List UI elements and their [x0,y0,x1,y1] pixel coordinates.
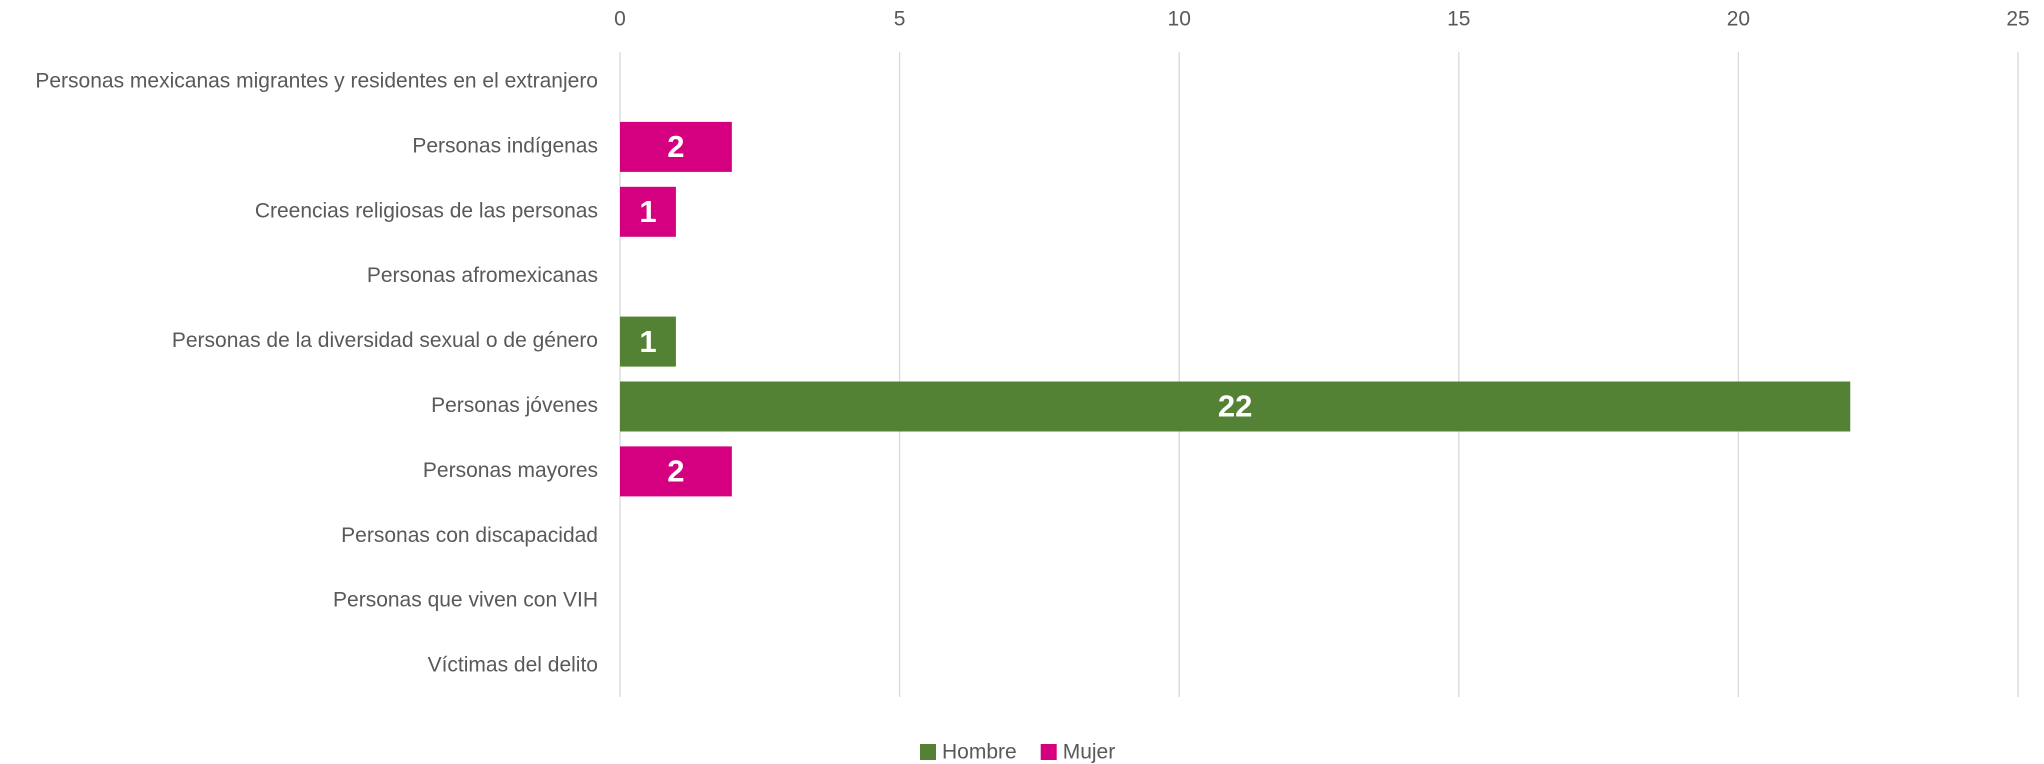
bar [620,381,1851,432]
legend-swatch [920,744,936,760]
x-tick-label: 10 [1168,8,1191,31]
y-tick-label: Personas con discapacidad [341,524,598,547]
bar [620,446,732,497]
data-label: 1 [639,194,656,229]
y-tick-label: Personas de la diversidad sexual o de gé… [172,329,598,352]
legend-label: Mujer [1063,741,1116,764]
legend-swatch [1040,744,1057,760]
y-tick-label: Personas jóvenes [431,394,598,417]
y-tick-label: Personas afromexicanas [367,264,598,287]
y-tick-label: Personas mexicanas migrantes y residente… [35,70,598,93]
y-tick-label: Personas indígenas [412,134,598,157]
y-tick-label: Creencias religiosas de las personas [255,199,598,222]
bar [620,316,676,367]
y-tick-label: Personas mayores [423,459,598,482]
data-label: 22 [1218,389,1252,424]
data-label: 2 [667,454,684,489]
data-label: 2 [667,129,684,164]
bar [620,121,732,172]
y-tick-label: Personas que viven con VIH [333,589,598,612]
data-label: 1 [639,324,656,359]
bar [620,186,676,237]
legend-label: Hombre [942,741,1017,764]
x-tick-label: 0 [614,8,626,31]
x-tick-label: 25 [2006,8,2029,31]
x-tick-label: 20 [1727,8,1750,31]
x-tick-label: 15 [1447,8,1470,31]
y-tick-label: Víctimas del delito [428,654,598,677]
x-tick-label: 5 [894,8,906,31]
